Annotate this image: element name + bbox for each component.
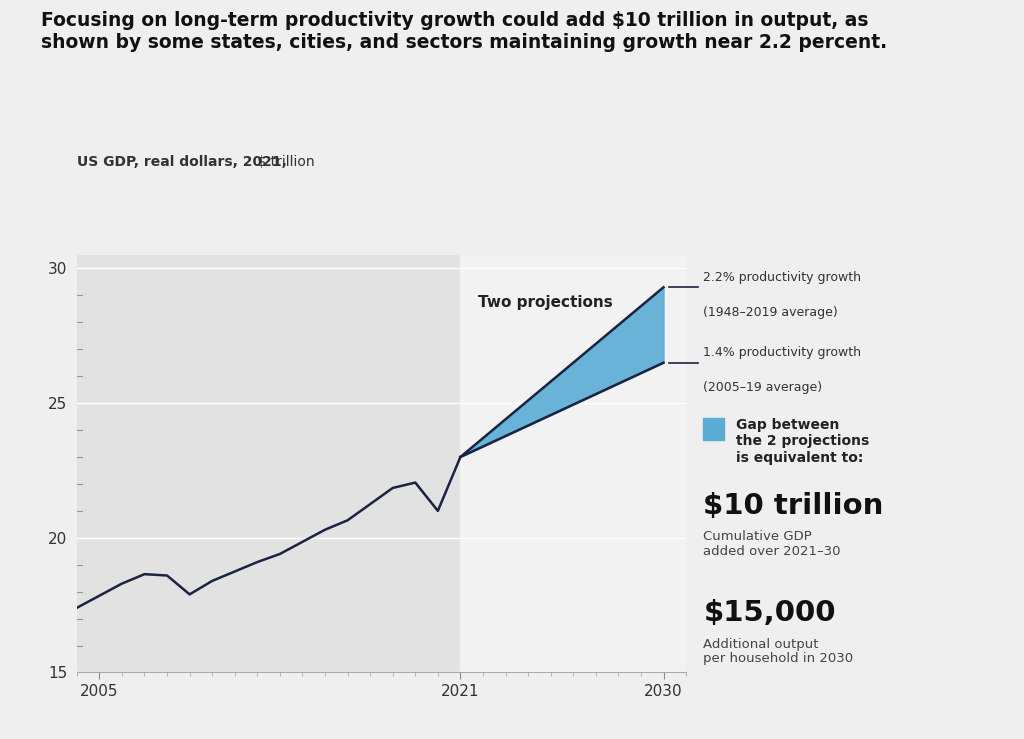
Text: 1.4% productivity growth: 1.4% productivity growth (703, 346, 861, 359)
Text: per household in 2030: per household in 2030 (703, 653, 854, 665)
Text: $15,000: $15,000 (703, 599, 836, 627)
Text: 2.2% productivity growth: 2.2% productivity growth (703, 270, 861, 284)
Text: (1948–2019 average): (1948–2019 average) (703, 306, 839, 319)
Text: the 2 projections: the 2 projections (736, 435, 869, 449)
Text: US GDP, real dollars, 2021,: US GDP, real dollars, 2021, (77, 155, 287, 169)
Text: $10 trillion: $10 trillion (703, 492, 884, 520)
Text: Additional output: Additional output (703, 638, 819, 650)
Text: added over 2021–30: added over 2021–30 (703, 545, 841, 558)
Text: $ trillion: $ trillion (253, 155, 314, 169)
Text: Focusing on long-term productivity growth could add $10 trillion in output, as: Focusing on long-term productivity growt… (41, 11, 868, 30)
Text: (2005–19 average): (2005–19 average) (703, 381, 822, 394)
Text: Cumulative GDP: Cumulative GDP (703, 531, 812, 543)
Text: Gap between: Gap between (736, 418, 840, 432)
Bar (461, 255, 686, 672)
Text: Two projections: Two projections (478, 296, 613, 310)
Text: shown by some states, cities, and sectors maintaining growth near 2.2 percent.: shown by some states, cities, and sector… (41, 33, 887, 52)
Text: is equivalent to:: is equivalent to: (736, 451, 863, 465)
